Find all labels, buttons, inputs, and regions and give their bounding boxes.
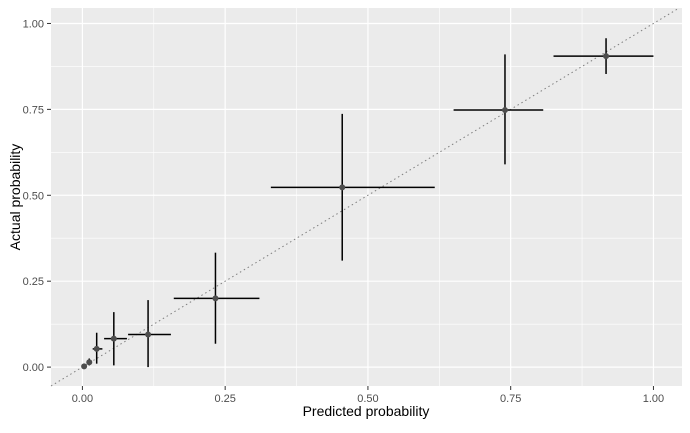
x-tick-label: 0.00 [72,393,93,405]
data-point [81,363,88,370]
plot-panel-background [51,8,682,386]
data-point [603,53,610,60]
data-point [339,184,346,191]
data-points [81,53,610,370]
y-tick-label: 0.50 [23,190,44,202]
y-tick-label: 0.00 [23,362,44,374]
data-point [501,107,508,114]
data-point [93,345,100,352]
y-tick-label: 0.25 [23,276,44,288]
reference-diagonal-line [50,7,680,387]
x-tick-label: 0.50 [357,393,378,405]
data-point [145,331,152,338]
y-axis-title: Actual probability [7,144,23,251]
major-gridlines [51,8,682,386]
x-axis-ticks: 0.00 0.25 0.50 0.75 1.00 [72,386,664,405]
x-tick-label: 0.25 [214,393,235,405]
minor-gridlines [51,8,682,386]
y-axis-ticks: 0.00 0.25 0.50 0.75 1.00 [23,18,51,374]
data-point [110,335,117,342]
data-point [212,295,219,302]
y-tick-label: 0.75 [23,104,44,116]
data-point [86,359,93,366]
x-tick-label: 1.00 [643,393,664,405]
x-tick-label: 0.75 [500,393,521,405]
y-tick-label: 1.00 [23,18,44,30]
x-axis-title: Predicted probability [303,403,430,419]
